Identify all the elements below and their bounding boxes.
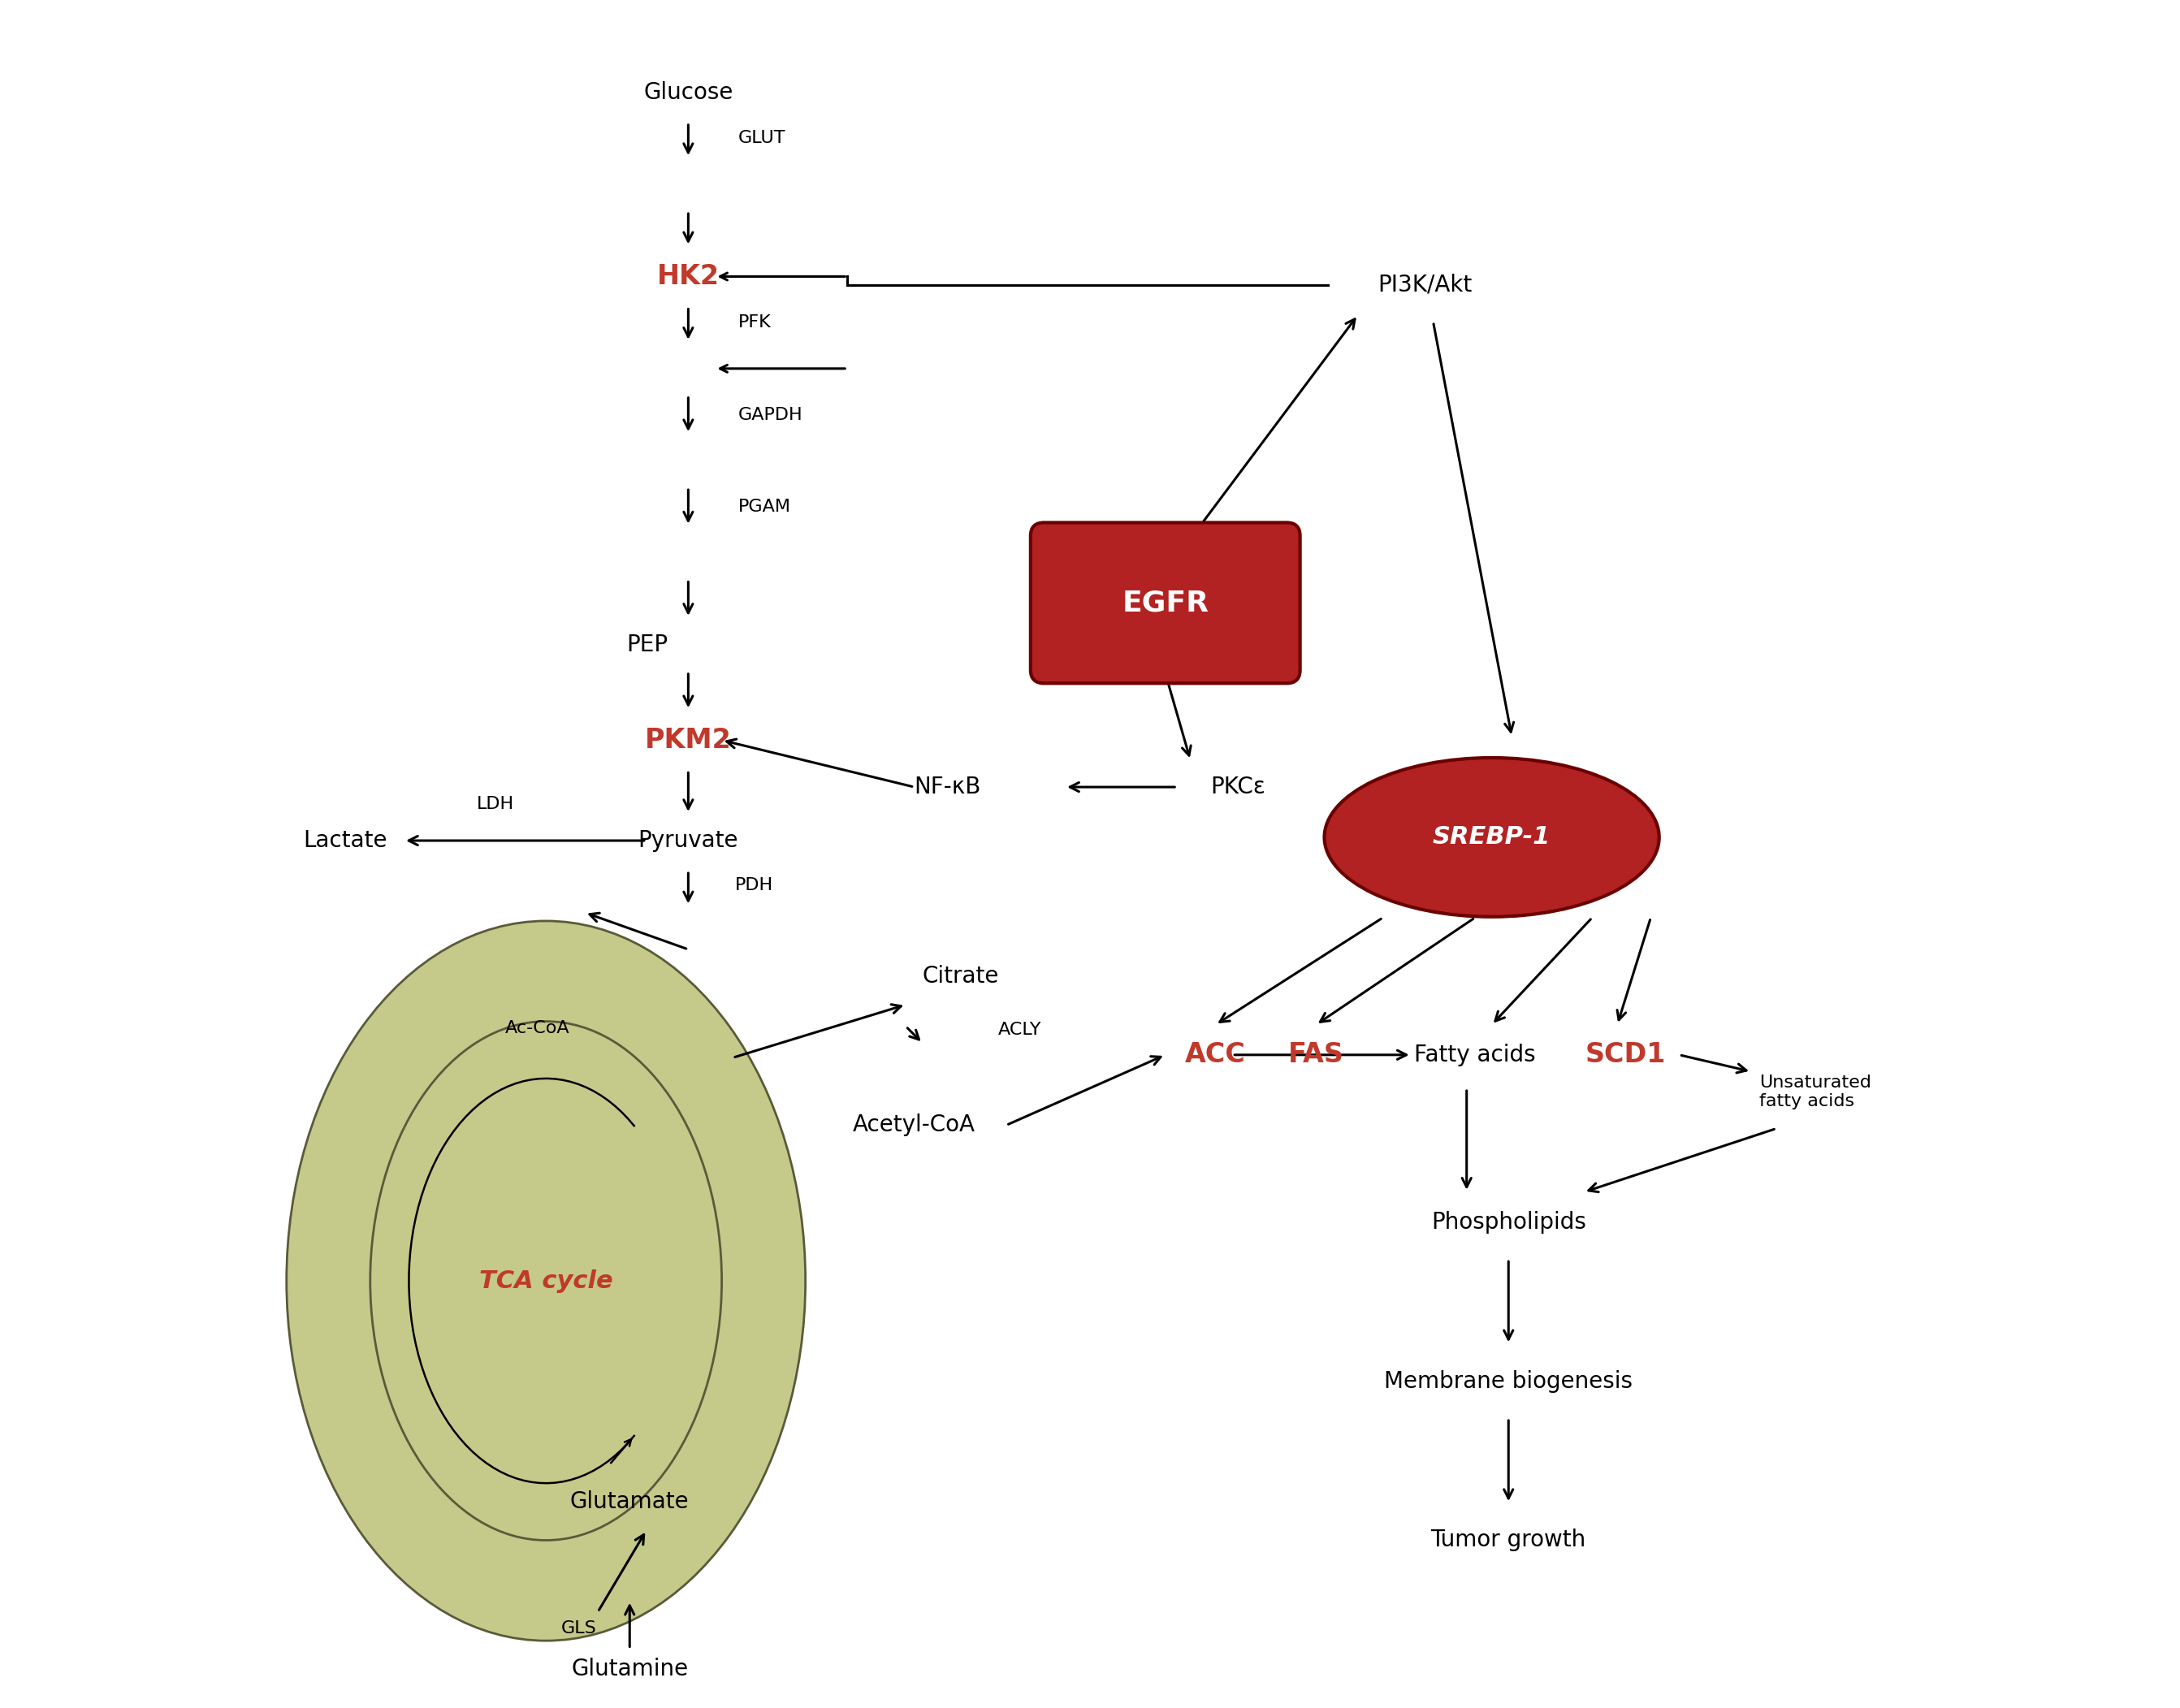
Text: NF-κB: NF-κB bbox=[913, 775, 981, 798]
Ellipse shape bbox=[286, 921, 804, 1641]
Text: Tumor growth: Tumor growth bbox=[1430, 1529, 1587, 1551]
Text: Ac-CoA: Ac-CoA bbox=[506, 1020, 569, 1037]
Text: GLUT: GLUT bbox=[739, 130, 787, 147]
Text: ACC: ACC bbox=[1186, 1042, 1247, 1068]
Text: Glutamate: Glutamate bbox=[571, 1491, 689, 1513]
Text: LDH: LDH bbox=[477, 796, 514, 811]
Text: PKM2: PKM2 bbox=[645, 728, 732, 753]
Text: PGAM: PGAM bbox=[739, 499, 791, 514]
Text: Glucose: Glucose bbox=[643, 80, 732, 104]
Text: Lactate: Lactate bbox=[303, 830, 388, 852]
Text: Unsaturated
fatty acids: Unsaturated fatty acids bbox=[1759, 1074, 1873, 1108]
Text: Phospholipids: Phospholipids bbox=[1430, 1211, 1587, 1233]
Text: ACLY: ACLY bbox=[998, 1021, 1042, 1038]
Text: HK2: HK2 bbox=[656, 263, 719, 290]
Text: PI3K/Akt: PI3K/Akt bbox=[1378, 273, 1472, 295]
Text: Acetyl-CoA: Acetyl-CoA bbox=[852, 1114, 977, 1136]
Text: SREBP-1: SREBP-1 bbox=[1432, 825, 1550, 849]
Text: Glutamine: Glutamine bbox=[571, 1658, 689, 1681]
Text: FAS: FAS bbox=[1288, 1042, 1343, 1068]
FancyBboxPatch shape bbox=[1031, 523, 1299, 683]
Text: Fatty acids: Fatty acids bbox=[1415, 1044, 1535, 1066]
Text: PFK: PFK bbox=[739, 314, 772, 331]
Text: GAPDH: GAPDH bbox=[739, 407, 802, 424]
Text: PEP: PEP bbox=[626, 634, 667, 656]
Ellipse shape bbox=[1325, 758, 1659, 917]
Text: TCA cycle: TCA cycle bbox=[480, 1269, 613, 1293]
Text: Citrate: Citrate bbox=[922, 965, 998, 987]
Text: PKCε: PKCε bbox=[1210, 775, 1267, 798]
Text: EGFR: EGFR bbox=[1123, 589, 1208, 617]
Text: Membrane biogenesis: Membrane biogenesis bbox=[1384, 1370, 1633, 1392]
Text: GLS: GLS bbox=[560, 1619, 595, 1636]
Text: SCD1: SCD1 bbox=[1585, 1042, 1666, 1068]
Text: Pyruvate: Pyruvate bbox=[639, 830, 739, 852]
Text: PDH: PDH bbox=[735, 876, 774, 893]
